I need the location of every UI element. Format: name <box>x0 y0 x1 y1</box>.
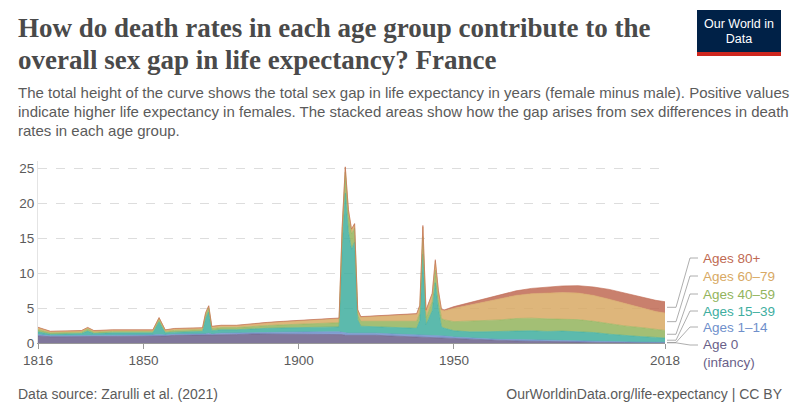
svg-text:Ages 40–59: Ages 40–59 <box>703 287 775 302</box>
svg-text:10: 10 <box>19 266 34 281</box>
svg-text:1950: 1950 <box>439 353 469 368</box>
svg-text:15: 15 <box>19 231 34 246</box>
svg-text:25: 25 <box>19 161 34 176</box>
html-text:How do death rates in each age: How do death rates in each age group con… <box>18 13 651 75</box>
svg-text:2018: 2018 <box>650 353 680 368</box>
svg-text:5: 5 <box>27 301 35 316</box>
svg-text:Ages 60–79: Ages 60–79 <box>703 269 775 284</box>
html-text:The total height of the curve: The total height of the curve shows the … <box>18 84 790 139</box>
svg-text:Ages 80+: Ages 80+ <box>703 251 761 266</box>
svg-text:1900: 1900 <box>284 353 314 368</box>
svg-text:Ages 1–14: Ages 1–14 <box>703 320 768 335</box>
svg-text:1816: 1816 <box>23 353 53 368</box>
svg-text:Ages 15–39: Ages 15–39 <box>703 304 775 319</box>
html-text:OurWorldinData.org/life-expect: OurWorldinData.org/life-expectancy | CC … <box>506 386 782 402</box>
html-text:Data source: Zarulli et al. (2: Data source: Zarulli et al. (2021) <box>18 386 218 402</box>
svg-text:1850: 1850 <box>129 353 159 368</box>
html-text:Our World in Data: Our World in Data <box>704 17 774 46</box>
svg-text:0: 0 <box>27 336 35 351</box>
svg-text:20: 20 <box>19 196 34 211</box>
svg-text:Age 0(infancy): Age 0(infancy) <box>703 337 755 370</box>
